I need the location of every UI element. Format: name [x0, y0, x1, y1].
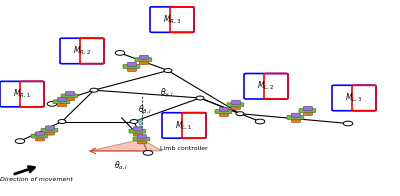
- Circle shape: [236, 112, 244, 116]
- FancyBboxPatch shape: [128, 65, 136, 71]
- Circle shape: [47, 102, 57, 106]
- FancyBboxPatch shape: [66, 92, 74, 96]
- FancyBboxPatch shape: [292, 113, 300, 117]
- FancyBboxPatch shape: [60, 38, 104, 64]
- FancyBboxPatch shape: [150, 7, 194, 32]
- Circle shape: [15, 139, 25, 143]
- FancyBboxPatch shape: [135, 58, 152, 62]
- FancyBboxPatch shape: [138, 137, 146, 144]
- Text: $M_{L,3}$: $M_{L,3}$: [345, 92, 363, 104]
- Circle shape: [58, 120, 66, 123]
- FancyBboxPatch shape: [66, 94, 74, 101]
- Text: $\theta_{\beta,i}$: $\theta_{\beta,i}$: [138, 103, 152, 117]
- Text: Direction of movement: Direction of movement: [0, 177, 73, 182]
- Circle shape: [255, 119, 265, 124]
- Circle shape: [343, 121, 353, 126]
- Polygon shape: [138, 120, 142, 139]
- FancyBboxPatch shape: [304, 106, 312, 111]
- FancyBboxPatch shape: [0, 81, 44, 107]
- FancyBboxPatch shape: [140, 55, 148, 60]
- FancyBboxPatch shape: [244, 74, 288, 99]
- FancyBboxPatch shape: [227, 103, 244, 107]
- FancyBboxPatch shape: [292, 116, 300, 122]
- FancyBboxPatch shape: [128, 62, 136, 66]
- Circle shape: [130, 120, 138, 123]
- FancyBboxPatch shape: [134, 130, 142, 136]
- FancyBboxPatch shape: [232, 100, 240, 105]
- FancyBboxPatch shape: [133, 137, 150, 141]
- Text: $M_{L,2}$: $M_{L,2}$: [258, 80, 274, 92]
- FancyBboxPatch shape: [304, 109, 312, 115]
- FancyBboxPatch shape: [232, 103, 240, 110]
- FancyBboxPatch shape: [134, 127, 142, 131]
- FancyBboxPatch shape: [36, 132, 44, 136]
- FancyBboxPatch shape: [138, 135, 146, 139]
- Circle shape: [115, 51, 125, 55]
- FancyBboxPatch shape: [61, 94, 78, 98]
- FancyBboxPatch shape: [36, 134, 44, 141]
- FancyBboxPatch shape: [287, 115, 304, 119]
- FancyBboxPatch shape: [215, 110, 232, 113]
- Circle shape: [90, 88, 98, 92]
- FancyBboxPatch shape: [140, 58, 148, 64]
- Circle shape: [143, 151, 153, 155]
- FancyBboxPatch shape: [123, 65, 140, 68]
- FancyBboxPatch shape: [299, 109, 316, 113]
- Text: $\theta_{\gamma,i}$: $\theta_{\gamma,i}$: [160, 87, 174, 100]
- Text: Limb controller: Limb controller: [160, 146, 208, 151]
- Text: $M_{R,3}$: $M_{R,3}$: [163, 14, 181, 26]
- FancyBboxPatch shape: [31, 134, 48, 138]
- Text: $\theta_{\alpha,i}$: $\theta_{\alpha,i}$: [114, 160, 128, 172]
- FancyBboxPatch shape: [162, 113, 206, 138]
- FancyBboxPatch shape: [332, 85, 376, 111]
- FancyBboxPatch shape: [58, 98, 66, 102]
- Text: $M_{R,2}$: $M_{R,2}$: [73, 45, 91, 57]
- FancyBboxPatch shape: [46, 126, 54, 130]
- FancyBboxPatch shape: [41, 128, 58, 132]
- Circle shape: [196, 96, 204, 100]
- Text: $M_{R,1}$: $M_{R,1}$: [13, 88, 31, 100]
- FancyBboxPatch shape: [46, 129, 54, 135]
- FancyBboxPatch shape: [220, 107, 228, 111]
- Text: $M_{L,1}$: $M_{L,1}$: [176, 119, 192, 132]
- FancyBboxPatch shape: [58, 100, 66, 107]
- Circle shape: [164, 69, 172, 73]
- FancyBboxPatch shape: [53, 100, 70, 104]
- Polygon shape: [90, 139, 162, 151]
- FancyBboxPatch shape: [220, 110, 228, 116]
- FancyBboxPatch shape: [129, 129, 146, 133]
